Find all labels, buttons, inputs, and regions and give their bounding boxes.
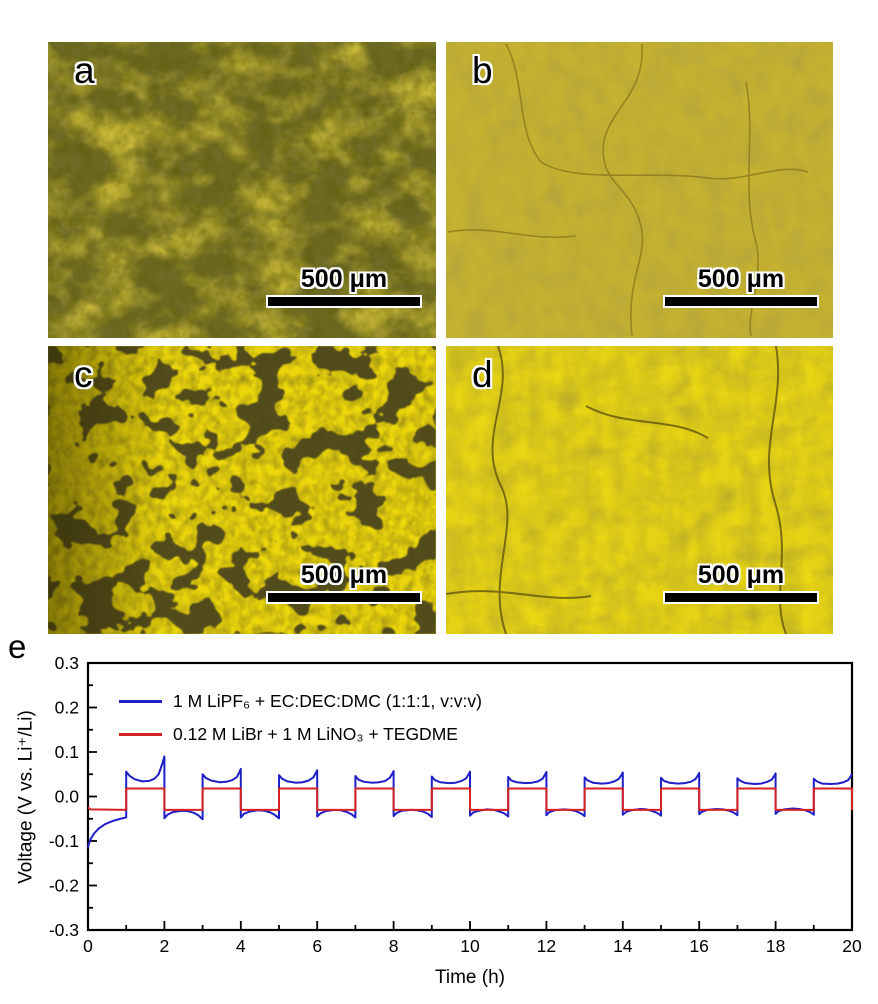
legend-line-red <box>119 732 162 736</box>
scale-bar-text-b: 500 μm <box>697 265 785 293</box>
legend-label-red: 0.12 M LiBr + 1 M LiNO₃ + TEGDME <box>173 723 458 744</box>
scale-bar-text-d: 500 μm <box>697 561 785 589</box>
scale-bar-line-c <box>266 591 422 604</box>
micrograph-panel-d: d 500 μm <box>446 346 833 634</box>
x-axis-title: Time (h) <box>434 967 506 988</box>
x-tick-label: 14 <box>613 936 633 956</box>
panel-label-b: b <box>472 50 493 91</box>
x-tick-label: 8 <box>389 936 399 956</box>
panel-label-a: a <box>74 50 95 91</box>
voltage-time-chart: 0 2 4 6 8 10 12 14 16 18 20 0.3 0.2 0.1 0.0 -0.1 -0.2 -0.… <box>49 653 862 956</box>
micrograph-panel-a: a 500 μm <box>48 42 436 338</box>
legend-label-blue: 1 M LiPF₆ + EC:DEC:DMC (1:1:1, v:v:v) <box>173 690 482 711</box>
scale-bar-c: 500 μm <box>266 563 422 604</box>
legend-entry-blue: 1 M LiPF₆ + EC:DEC:DMC (1:1:1, v:v:v) <box>119 690 482 712</box>
scale-bar-text-a: 500 μm <box>300 265 388 293</box>
scale-bar-line-b <box>663 295 819 308</box>
panel-label-e: e <box>8 628 27 665</box>
scale-bar-text-c: 500 μm <box>300 561 388 589</box>
x-tick-label: 0 <box>83 936 93 956</box>
x-tick-label: 12 <box>537 936 556 956</box>
x-tick-label: 20 <box>842 936 862 956</box>
micrograph-image-d <box>446 346 833 634</box>
panel-label-c: c <box>74 354 93 395</box>
micrograph-panel-c: c 500 μm <box>48 346 436 634</box>
scale-bar-b: 500 μm <box>663 267 819 308</box>
micrograph-image-c <box>48 346 436 634</box>
panel-label-d: d <box>472 354 493 395</box>
legend-line-blue <box>119 699 162 703</box>
x-tick-label: 10 <box>460 936 480 956</box>
scale-bar-line-a <box>266 295 422 308</box>
scale-bar-d: 500 μm <box>663 563 819 604</box>
scale-bar-a: 500 μm <box>266 267 422 308</box>
x-tick-label: 2 <box>160 936 170 956</box>
y-tick-label: -0.3 <box>49 920 79 940</box>
x-tick-label: 18 <box>766 936 785 956</box>
y-tick-label: -0.2 <box>49 876 79 896</box>
y-tick-label: 0.0 <box>55 787 80 807</box>
y-tick-label: 0.2 <box>55 698 79 718</box>
x-tick-label: 16 <box>689 936 708 956</box>
micrograph-panel-b: b 500 μm <box>446 42 833 338</box>
y-tick-label: 0.3 <box>55 653 79 673</box>
micrograph-image-b <box>446 42 833 338</box>
legend-entry-red: 0.12 M LiBr + 1 M LiNO₃ + TEGDME <box>119 723 458 745</box>
y-tick-label: -0.1 <box>49 831 79 851</box>
scale-bar-line-d <box>663 591 819 604</box>
x-tick-label: 4 <box>236 936 246 956</box>
x-tick-label: 6 <box>312 936 322 956</box>
y-tick-label: 0.1 <box>55 742 79 762</box>
series-line-1 <box>87 787 853 811</box>
micrograph-image-a <box>48 42 436 338</box>
y-axis-title: Voltage (V vs. Li⁺/Li) <box>15 710 37 884</box>
